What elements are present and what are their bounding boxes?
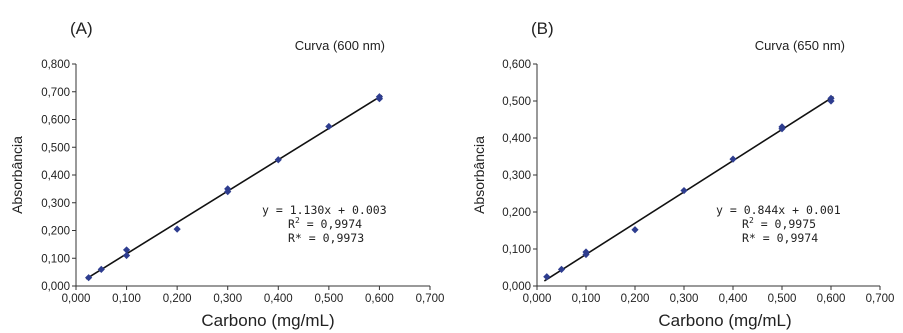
data-point [729,155,737,163]
x-axis-label: Carbono (mg/mL) [658,311,791,330]
data-point [85,274,93,282]
x-tick-label: 0,200 [163,293,192,305]
x-tick-label: 0,700 [866,293,895,305]
y-tick-label: 0,300 [41,198,70,210]
x-tick-label: 0,100 [572,293,601,305]
x-tick-label: 0,300 [213,293,242,305]
r-squared-symbol: R [288,217,295,231]
r-squared-value: = 0,9975 [754,217,816,231]
regression-equation: y = 1.130x + 0.003 [262,203,387,217]
r-star-value: R* = 0,9974 [742,231,818,245]
regression-line [85,94,383,280]
data-point [122,251,131,260]
panel-label: (A) [70,19,93,38]
chart-panel-b: (B) Curva (650 nm) 0,000 0,100 0,200 0,300 0,4… [471,19,894,330]
y-tick-label: 0,200 [41,226,70,238]
x-tick-label: 0,000 [523,293,552,305]
y-tick-label: 0,600 [41,115,70,127]
y-tick-label: 0,300 [502,170,531,182]
panel-label: (B) [531,19,554,38]
data-point [122,246,131,254]
data-point [375,93,384,101]
regression-equation: y = 0.844x + 0.001 [716,203,841,217]
data-point [274,156,282,164]
x-tick-label: 0,600 [365,293,394,305]
y-tick-label: 0,500 [41,142,70,154]
x-tick-label: 0,500 [314,293,343,305]
y-tick-label: 0,800 [41,59,70,71]
data-point [325,122,333,131]
r-squared-value: = 0,9974 [300,217,362,231]
y-tick-label: 0,000 [502,281,531,293]
data-point [778,123,786,131]
r-star-value: R* = 0,9973 [288,231,364,245]
r-squared-symbol: R [742,217,749,231]
chart-title: Curva (650 nm) [755,38,845,53]
y-tick-label: 0,500 [502,96,531,108]
y-tick-label: 0,600 [502,59,531,71]
data-point [224,185,232,193]
x-tick-label: 0,000 [62,293,91,305]
r-squared: R2 = 0,9975 [742,216,816,231]
r-squared: R2 = 0,9974 [288,216,362,231]
y-tick-label: 0,400 [41,170,70,182]
data-point [557,265,566,273]
x-tick-label: 0,400 [264,293,293,305]
x-axis-label: Carbono (mg/mL) [201,311,334,330]
y-tick-label: 0,100 [502,244,531,256]
y-axis-label: Absorbância [471,136,487,214]
y-tick-label: 0,000 [41,281,70,293]
x-tick-label: 0,400 [719,293,748,305]
y-tick-label: 0,200 [502,207,531,219]
r-squared-exponent: 2 [295,216,300,225]
y-tick-label: 0,100 [41,253,70,265]
regression-line [543,96,834,282]
data-point [680,186,688,195]
r-squared-exponent: 2 [749,216,754,225]
data-point [827,94,835,103]
data-point [97,265,105,273]
x-tick-label: 0,500 [768,293,797,305]
x-tick-label: 0,600 [817,293,846,305]
x-tick-label: 0,300 [670,293,699,305]
x-tick-label: 0,100 [112,293,141,305]
data-point [173,225,181,233]
data-point [631,226,639,234]
y-tick-label: 0,400 [502,133,531,145]
x-tick-label: 0,200 [621,293,650,305]
y-tick-label: 0,700 [41,87,70,99]
chart-title: Curva (600 nm) [295,38,385,53]
data-point [543,273,551,281]
x-tick-label: 0,700 [416,293,445,305]
y-axis-label: Absorbância [9,136,25,214]
data-point [582,248,590,256]
chart-panel-a: (A) Curva (600 nm) 0,000 0,100 0,200 0,300 0,4… [9,19,444,330]
